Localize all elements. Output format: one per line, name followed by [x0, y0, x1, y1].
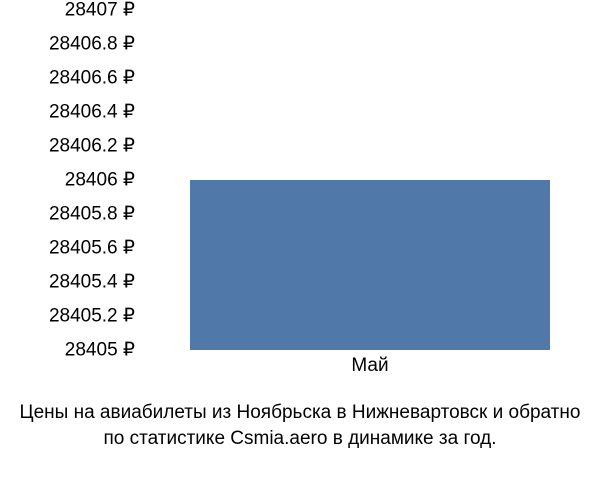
y-tick-label: 28406.6 ₽ — [0, 67, 150, 90]
caption-line-2: по статистике Csmia.aero в динамике за г… — [10, 426, 590, 452]
y-tick-label: 28405.6 ₽ — [0, 237, 150, 260]
caption-line-1: Цены на авиабилеты из Ноябрьска в Нижнев… — [10, 400, 590, 426]
y-tick-label: 28405.4 ₽ — [0, 271, 150, 294]
x-tick-label: Май — [351, 355, 388, 377]
bar — [190, 180, 551, 350]
y-tick-label: 28406 ₽ — [0, 169, 150, 192]
y-axis: 28407 ₽28406.8 ₽28406.6 ₽28406.4 ₽28406.… — [0, 10, 150, 350]
plot-area — [150, 10, 590, 350]
y-tick-label: 28406.4 ₽ — [0, 101, 150, 124]
y-tick-label: 28405 ₽ — [0, 339, 150, 362]
chart-area: 28407 ₽28406.8 ₽28406.6 ₽28406.4 ₽28406.… — [0, 10, 600, 350]
y-tick-label: 28407 ₽ — [0, 0, 150, 22]
chart-caption: Цены на авиабилеты из Ноябрьска в Нижнев… — [0, 400, 600, 451]
y-tick-label: 28405.2 ₽ — [0, 305, 150, 328]
y-tick-label: 28405.8 ₽ — [0, 203, 150, 226]
x-axis: Май — [150, 355, 590, 385]
y-tick-label: 28406.2 ₽ — [0, 135, 150, 158]
y-tick-label: 28406.8 ₽ — [0, 33, 150, 56]
